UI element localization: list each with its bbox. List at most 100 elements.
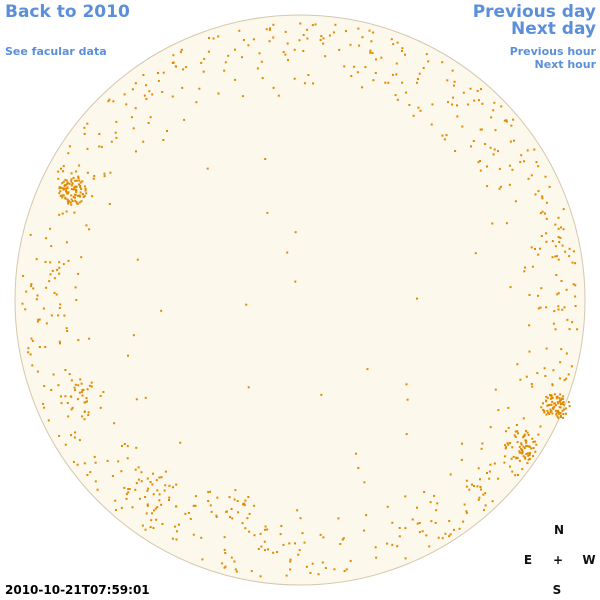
facula-mark xyxy=(499,185,502,188)
facula-mark xyxy=(504,444,507,447)
facula-mark xyxy=(174,525,177,528)
facula-mark xyxy=(201,558,204,561)
facula-mark xyxy=(110,140,113,143)
facula-mark xyxy=(550,410,553,413)
facula-mark xyxy=(161,523,164,525)
facula-mark xyxy=(102,391,105,393)
facula-mark xyxy=(525,439,528,442)
back-to-2010-link[interactable]: Back to 2010 xyxy=(5,2,130,22)
previous-hour-link[interactable]: Previous hour xyxy=(509,45,596,58)
facula-mark xyxy=(319,39,322,41)
facula-mark xyxy=(140,471,143,474)
previous-day-link[interactable]: Previous day xyxy=(472,2,596,22)
facula-mark xyxy=(366,368,369,371)
facula-mark xyxy=(551,412,554,415)
facula-mark xyxy=(322,42,325,45)
facula-mark xyxy=(284,53,287,56)
next-hour-link[interactable]: Next hour xyxy=(534,58,597,71)
facula-mark xyxy=(106,459,109,462)
facula-mark xyxy=(221,562,224,565)
facula-mark xyxy=(533,148,536,151)
facula-mark xyxy=(114,131,117,134)
see-facular-data-link[interactable]: See facular data xyxy=(5,45,107,58)
facula-mark xyxy=(77,272,80,275)
facula-mark xyxy=(535,161,538,164)
facula-mark xyxy=(417,106,420,109)
facula-mark xyxy=(553,405,556,408)
facula-mark xyxy=(209,490,212,493)
facula-mark xyxy=(479,478,481,481)
next-day-link[interactable]: Next day xyxy=(511,19,596,39)
facula-mark xyxy=(134,488,137,491)
facula-mark xyxy=(125,103,128,106)
facula-mark xyxy=(58,434,61,437)
facula-mark xyxy=(525,429,527,432)
facula-mark xyxy=(224,552,227,554)
facula-mark xyxy=(559,406,562,409)
facula-mark xyxy=(61,182,64,185)
facula-mark xyxy=(231,517,234,520)
facula-mark xyxy=(241,522,244,525)
facula-mark xyxy=(134,468,137,471)
facula-mark xyxy=(67,259,70,262)
facula-mark xyxy=(253,534,256,537)
facula-mark xyxy=(557,308,560,311)
compass-center-marker: + xyxy=(552,553,564,567)
facula-mark xyxy=(324,567,327,569)
facula-mark xyxy=(263,540,266,543)
facula-mark xyxy=(289,558,292,561)
facula-mark xyxy=(343,65,346,68)
facula-mark xyxy=(69,201,72,204)
facula-mark xyxy=(341,538,344,541)
facula-mark xyxy=(565,377,568,380)
facula-mark xyxy=(88,384,91,387)
facula-mark xyxy=(163,489,166,492)
facula-mark xyxy=(63,314,66,317)
facula-mark xyxy=(492,109,495,112)
facula-mark xyxy=(71,182,74,185)
facula-mark xyxy=(38,318,41,321)
facula-mark xyxy=(557,292,560,295)
facula-mark xyxy=(244,527,247,530)
facula-mark xyxy=(303,541,306,544)
facula-mark xyxy=(74,389,77,392)
facula-mark xyxy=(94,480,97,483)
facula-mark xyxy=(537,294,539,297)
facula-mark xyxy=(488,477,491,480)
facula-mark xyxy=(60,402,63,405)
facula-mark xyxy=(468,488,471,491)
facula-mark xyxy=(386,505,389,508)
facula-mark xyxy=(156,489,159,492)
facula-mark xyxy=(505,119,508,122)
facula-mark xyxy=(510,124,513,127)
facula-mark xyxy=(60,395,62,398)
facula-mark xyxy=(225,510,228,513)
facula-mark xyxy=(206,167,209,170)
facula-mark xyxy=(557,409,559,412)
facula-mark xyxy=(151,483,154,486)
facula-mark xyxy=(525,453,528,455)
facula-mark xyxy=(253,504,256,507)
facula-mark xyxy=(562,401,564,404)
facula-mark xyxy=(121,445,123,447)
facula-mark xyxy=(70,379,73,382)
compass-north: N xyxy=(553,523,565,537)
facula-mark xyxy=(285,574,288,577)
facula-mark xyxy=(429,501,432,504)
facula-mark xyxy=(85,192,88,195)
facula-mark xyxy=(282,543,285,546)
facula-mark xyxy=(547,411,550,414)
facula-mark xyxy=(178,523,180,526)
facula-mark xyxy=(545,240,548,243)
facula-mark xyxy=(78,391,81,394)
facula-mark xyxy=(72,188,75,191)
facula-mark xyxy=(428,545,431,548)
facula-mark xyxy=(458,527,461,530)
facula-mark xyxy=(136,258,139,261)
facula-mark xyxy=(299,517,302,520)
facula-mark xyxy=(493,462,496,465)
facula-mark xyxy=(107,100,110,103)
facula-mark xyxy=(526,431,529,434)
facula-mark xyxy=(324,55,327,58)
facula-mark xyxy=(542,402,544,405)
